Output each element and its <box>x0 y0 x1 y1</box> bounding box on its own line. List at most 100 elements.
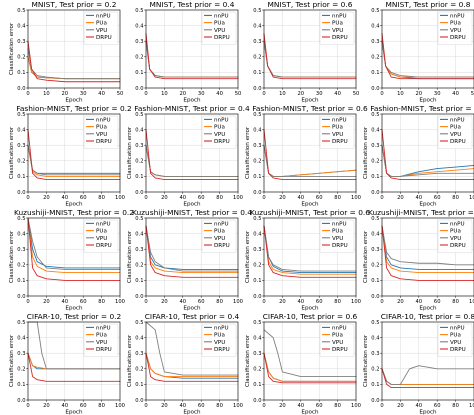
x-axis-label: Epoch <box>301 202 319 208</box>
x-axis-label: Epoch <box>183 98 201 104</box>
x-tick-label: 30 <box>198 91 205 97</box>
legend-label: DRPU <box>332 243 348 249</box>
legend-label: PUa <box>96 21 107 27</box>
x-tick-label: 50 <box>471 91 474 97</box>
y-tick-label: 0.4 <box>371 23 380 29</box>
y-tick-label: 0.2 <box>253 367 261 373</box>
y-tick-label: 0.3 <box>371 143 379 149</box>
y-tick-label: 0.0 <box>17 294 25 300</box>
chart-panel-6: Fashion-MNIST, Test prior = 0.4 0 20 40 60 80… <box>127 104 250 208</box>
x-tick-label: 40 <box>415 299 422 305</box>
x-tick-label: 0 <box>380 195 383 201</box>
x-tick-label: 0 <box>26 403 29 409</box>
x-tick-label: 60 <box>198 299 205 305</box>
y-tick-label: 0.5 <box>371 216 379 222</box>
y-tick-label: 0.2 <box>135 55 143 61</box>
chart-title: MNIST, Test prior = 0.2 <box>32 0 117 9</box>
x-tick-label: 0 <box>144 299 147 305</box>
x-tick-label: 0 <box>262 403 265 409</box>
chart-panel-3: MNIST, Test prior = 0.6 0 10 20 30 40 50 0.0 0.1… <box>253 0 359 104</box>
x-tick-label: 100 <box>469 195 474 201</box>
x-tick-label: 0 <box>144 91 147 97</box>
x-tick-label: 10 <box>279 91 286 97</box>
legend-label: DRPU <box>332 35 348 41</box>
x-tick-label: 20 <box>279 195 286 201</box>
y-axis-label: Classification error <box>127 126 133 179</box>
y-tick-label: 0.0 <box>253 294 261 300</box>
y-tick-label: 0.0 <box>135 86 143 92</box>
chart-panel-16: CIFAR-10, Test prior = 0.8 0 20 40 60 80 100 0.… <box>363 312 474 415</box>
series-line-vpu <box>27 321 121 370</box>
x-tick-label: 100 <box>115 195 125 201</box>
x-tick-label: 30 <box>80 91 87 97</box>
chart-title: MNIST, Test prior = 0.6 <box>268 0 353 9</box>
legend-label: VPU <box>214 340 225 346</box>
x-tick-label: 10 <box>43 91 50 97</box>
x-tick-label: 20 <box>161 195 168 201</box>
x-tick-label: 80 <box>334 299 341 305</box>
y-tick-label: 0.3 <box>135 143 143 149</box>
series-line-drpu <box>145 32 239 80</box>
legend-label: nnPU <box>332 326 347 332</box>
x-tick-label: 80 <box>452 403 459 409</box>
series-line-vpu <box>27 144 121 176</box>
x-axis-label: Epoch <box>65 410 83 415</box>
axes-frame <box>263 113 357 193</box>
x-tick-label: 60 <box>80 299 87 305</box>
chart-title: Fashion-MNIST, Test prior = 0.8 <box>370 104 474 113</box>
y-axis-label: Classification error <box>245 334 251 387</box>
legend-label: DRPU <box>96 243 112 249</box>
legend-label: nnPU <box>96 326 111 332</box>
legend-label: nnPU <box>96 118 111 124</box>
y-tick-label: 0.1 <box>17 70 25 76</box>
x-tick-label: 40 <box>297 403 304 409</box>
y-tick-label: 0.2 <box>135 263 143 269</box>
x-tick-label: 60 <box>80 403 87 409</box>
x-tick-label: 0 <box>144 403 147 409</box>
y-tick-label: 0.5 <box>135 8 143 14</box>
legend-label: DRPU <box>214 347 230 353</box>
series-line-drpu <box>263 225 357 278</box>
chart-title: MNIST, Test prior = 0.8 <box>386 0 471 9</box>
y-tick-label: 0.2 <box>371 159 379 165</box>
y-tick-label: 0.1 <box>253 382 261 388</box>
legend-label: DRPU <box>332 139 348 145</box>
y-tick-label: 0.4 <box>17 231 26 237</box>
series-line-vpu <box>145 144 239 177</box>
y-tick-label: 0.5 <box>17 320 25 326</box>
legend-label: DRPU <box>450 347 466 353</box>
chart-panel-9: Kuzushiji-MNIST, Test prior = 0.2 0 20 40 60… <box>9 208 134 312</box>
y-tick-label: 0.3 <box>135 247 143 253</box>
y-tick-label: 0.2 <box>17 55 25 61</box>
y-axis-label: Classification error <box>9 334 15 387</box>
x-tick-label: 40 <box>98 91 105 97</box>
x-tick-label: 50 <box>235 91 242 97</box>
legend-label: PUa <box>450 333 461 339</box>
y-tick-label: 0.2 <box>371 55 379 61</box>
y-axis-label: Classification error <box>363 126 369 179</box>
axes-frame <box>381 113 474 193</box>
y-tick-label: 0.5 <box>253 112 261 118</box>
x-tick-label: 60 <box>434 299 441 305</box>
x-tick-label: 20 <box>397 403 404 409</box>
x-tick-label: 0 <box>262 195 265 201</box>
y-tick-label: 0.3 <box>253 143 261 149</box>
series-line-drpu <box>263 32 357 80</box>
y-tick-label: 0.4 <box>371 127 380 133</box>
x-tick-label: 60 <box>198 403 205 409</box>
chart-panel-5: Fashion-MNIST, Test prior = 0.2 0 20 40 60 80… <box>9 104 132 208</box>
y-tick-label: 0.3 <box>17 143 25 149</box>
legend-label: nnPU <box>96 14 111 20</box>
x-tick-label: 20 <box>397 299 404 305</box>
legend-label: PUa <box>450 125 461 131</box>
chart-title: Kuzushiji-MNIST, Test prior = 0.4 <box>132 208 252 217</box>
x-axis-label: Epoch <box>183 306 201 312</box>
legend-label: PUa <box>96 333 107 339</box>
y-tick-label: 0.3 <box>371 39 379 45</box>
axes-frame <box>145 113 239 193</box>
legend-label: VPU <box>214 132 225 138</box>
series-line-drpu <box>263 129 357 180</box>
series-line-drpu <box>27 217 121 281</box>
series-line-vpu <box>263 329 357 378</box>
y-tick-label: 0.5 <box>253 8 261 14</box>
